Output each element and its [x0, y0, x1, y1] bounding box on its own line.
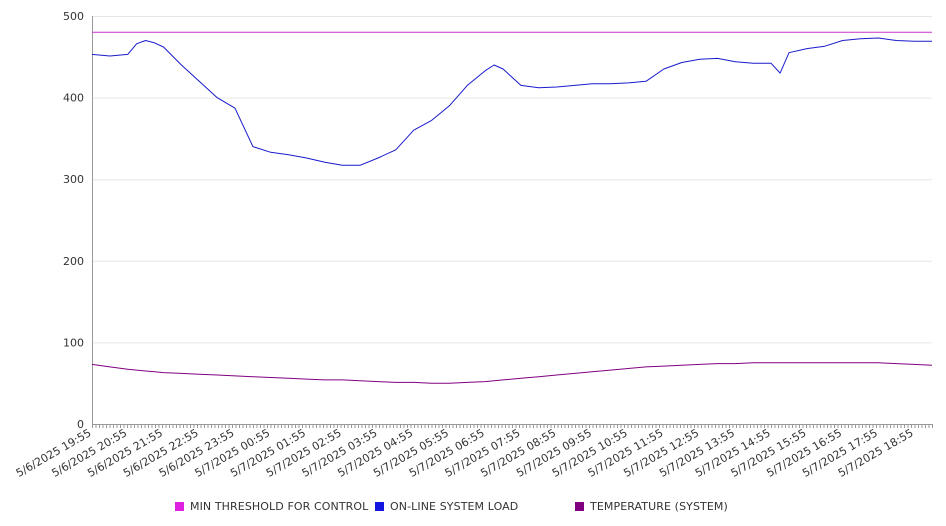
y-tick-label: 300: [63, 173, 84, 186]
legend-item-online-system-load[interactable]: ON-LINE SYSTEM LOAD: [375, 498, 518, 514]
legend-label-temperature: TEMPERATURE (SYSTEM): [590, 499, 728, 513]
legend: MIN THRESHOLD FOR CONTROL ON-LINE SYSTEM…: [0, 498, 946, 514]
y-tick-label: 100: [63, 336, 84, 349]
legend-swatch-online-system-load: [375, 501, 384, 511]
legend-item-min-threshold[interactable]: MIN THRESHOLD FOR CONTROL: [175, 498, 368, 514]
legend-label-online-system-load: ON-LINE SYSTEM LOAD: [390, 499, 519, 513]
legend-swatch-temperature: [575, 501, 584, 511]
legend-label-min-threshold: MIN THRESHOLD FOR CONTROL: [190, 499, 369, 513]
y-tick-label: 400: [63, 92, 84, 105]
series-line-on-line-system-load: [91, 37, 932, 166]
y-tick-label: 0: [77, 418, 84, 431]
y-tick-label: 500: [63, 10, 84, 23]
series-line-temperature-system: [91, 362, 933, 384]
legend-swatch-min-threshold: [175, 501, 184, 511]
legend-item-temperature[interactable]: TEMPERATURE (SYSTEM): [575, 498, 728, 514]
y-tick-label: 200: [63, 255, 84, 268]
